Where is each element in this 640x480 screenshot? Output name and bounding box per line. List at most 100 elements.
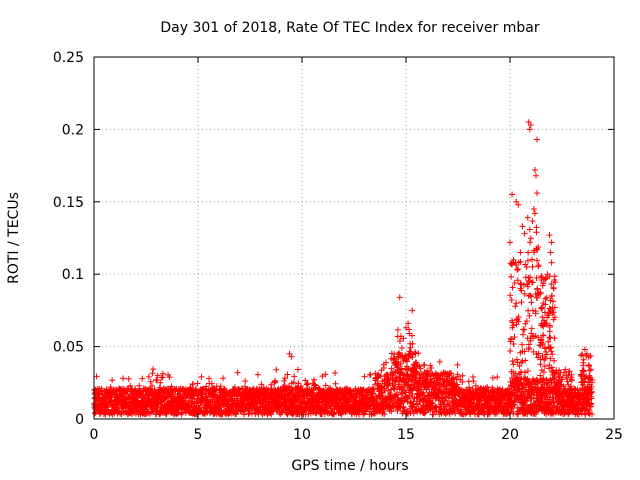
x-axis-label: GPS time / hours [291,458,408,474]
data-point [147,378,154,385]
data-point [109,377,116,384]
data-point [533,229,540,236]
data-point [524,214,531,221]
data-point [153,407,160,414]
data-point [294,366,301,373]
data-point [289,387,296,394]
data-point [217,383,224,390]
x-tick-label: 5 [194,427,203,443]
data-point [524,368,531,375]
data-point [194,380,201,387]
data-point [268,411,275,418]
plot-frame [93,56,615,420]
data-point [302,377,309,384]
data-point [291,373,298,380]
y-tick-label: 0.2 [62,122,84,138]
data-point [233,410,240,417]
data-point [513,356,520,363]
data-point [117,410,124,417]
data-point [220,375,227,382]
data-point [282,375,289,382]
data-point [202,386,209,393]
data-point [526,126,533,133]
data-point [188,399,195,406]
data-point [394,326,401,333]
data-point [311,381,318,388]
data-point [361,373,368,380]
chart-title: Day 301 of 2018, Rate Of TEC Index for r… [160,20,539,36]
data-point [529,307,536,314]
data-point [150,366,157,373]
data-point [534,285,541,292]
data-point [523,318,530,325]
data-point [527,292,534,299]
x-tick-label: 0 [90,427,99,443]
data-point [191,393,198,400]
y-tick-label: 0.25 [53,50,84,66]
data-point [208,380,215,387]
data-point [415,350,422,357]
data-point [509,357,516,364]
data-point [531,166,538,173]
data-point [312,382,319,389]
data-point [526,226,533,233]
x-tick-label: 20 [501,427,519,443]
data-point [125,375,132,382]
data-point [148,382,155,389]
data-point [507,348,514,355]
data-point [153,376,160,383]
data-point [242,378,249,385]
data-point [548,239,555,246]
data-point [322,382,329,389]
data-point [551,273,558,280]
data-point [454,361,461,368]
data-point [409,307,416,314]
data-point [514,277,521,284]
data-point [295,410,302,417]
data-point [127,382,134,389]
data-point [234,369,241,376]
data-point [139,375,146,382]
data-point [529,218,536,225]
data-point [154,403,161,410]
data-point [396,294,403,301]
data-point [157,379,164,386]
data-point [322,371,329,378]
data-point [537,372,544,379]
data-point [524,257,531,264]
x-tick-label: 10 [293,427,311,443]
data-point [136,382,143,389]
data-point [107,384,114,391]
data-point [525,249,532,256]
data-point [280,406,287,413]
data-points [91,119,596,418]
y-tick-label: 0.15 [53,195,84,211]
data-point [546,232,553,239]
data-point [367,371,374,378]
data-point [529,263,536,270]
data-point [321,411,328,418]
data-point [332,369,339,376]
data-point [520,331,527,338]
data-point [145,373,152,380]
grid [94,57,614,419]
data-point [527,239,534,246]
data-point [93,373,100,380]
data-point [517,249,524,256]
data-point [527,235,534,242]
data-point [220,402,227,409]
data-point [521,326,528,333]
data-point [528,299,535,306]
data-point [534,190,541,197]
data-point [538,305,545,312]
data-point [519,358,526,365]
data-point [190,381,197,388]
data-point [533,172,539,179]
data-point [304,381,311,388]
y-tick-label: 0.1 [62,267,84,283]
data-point [568,377,575,384]
data-point [512,303,519,310]
data-point [546,334,553,341]
data-point [328,403,335,410]
data-point [513,300,520,307]
